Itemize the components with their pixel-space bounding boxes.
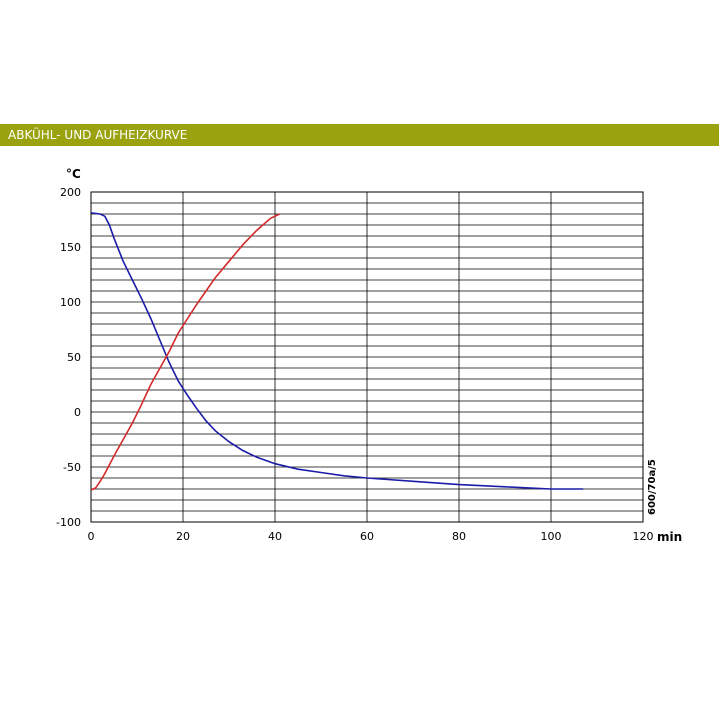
x-tick-label: 120 <box>633 530 654 543</box>
y-tick-label: 0 <box>74 406 81 419</box>
header-bar <box>0 124 719 146</box>
chart-title: ABKÜHL- UND AUFHEIZKURVE <box>8 126 187 142</box>
x-tick-label: 0 <box>88 530 95 543</box>
x-tick-label: 40 <box>268 530 282 543</box>
y-tick-label: -100 <box>56 516 81 529</box>
x-axis-label: min <box>657 530 682 544</box>
data-line <box>90 212 584 490</box>
x-tick-label: 100 <box>541 530 562 543</box>
y-tick-label: 150 <box>60 241 81 254</box>
annotation: 600/70a/5 <box>647 459 658 515</box>
y-tick-label: 200 <box>60 186 81 199</box>
x-tick-label: 20 <box>176 530 190 543</box>
plot-frame <box>90 191 644 523</box>
x-tick-label: 80 <box>452 530 466 543</box>
y-axis-label: °C <box>66 167 81 181</box>
data-line <box>90 213 280 491</box>
y-tick-label: -50 <box>63 461 81 474</box>
y-tick-label: 100 <box>60 296 81 309</box>
y-tick-label: 50 <box>67 351 81 364</box>
x-tick-label: 60 <box>360 530 374 543</box>
